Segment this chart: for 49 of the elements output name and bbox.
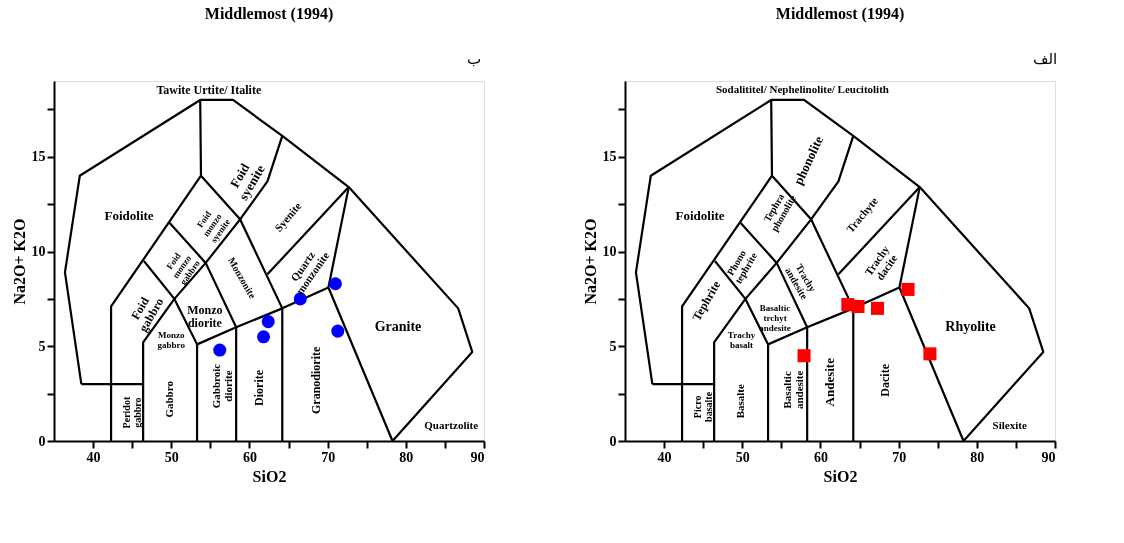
annotation: Gabbroic diorite bbox=[209, 363, 234, 409]
annotation: Picro basalte bbox=[691, 391, 714, 422]
annotation: Foidolite bbox=[675, 207, 725, 223]
x-tick-label: 70 bbox=[321, 449, 336, 465]
x-axis-title: SiO2 bbox=[252, 467, 287, 485]
y-tick-label: 10 bbox=[602, 244, 617, 260]
x-tick-label: 40 bbox=[657, 449, 672, 465]
x-tick-label: 90 bbox=[470, 449, 485, 465]
annotation: Tawite Urtite/ Italite bbox=[156, 83, 262, 98]
y-axis-title: Na2O+ K2O bbox=[10, 218, 28, 305]
x-tick-label: 80 bbox=[970, 449, 985, 465]
x-tick-label: 90 bbox=[1041, 449, 1056, 465]
y-tick-label: 5 bbox=[38, 338, 46, 354]
y-tick-label: 10 bbox=[31, 244, 46, 260]
x-tick-label: 50 bbox=[164, 449, 179, 465]
y-tick-label: 0 bbox=[609, 433, 617, 449]
x-tick-label: 50 bbox=[735, 449, 750, 465]
x-tick-label: 60 bbox=[813, 449, 828, 465]
annotation: Rhyolite bbox=[945, 319, 996, 335]
annotation: Monzo diorite bbox=[187, 303, 223, 331]
x-tick-label: 80 bbox=[399, 449, 414, 465]
annotation: Andesite bbox=[821, 357, 837, 407]
text: الف bbox=[1032, 50, 1058, 68]
annotation: Monzo gabbro bbox=[157, 329, 186, 350]
annotation: Granite bbox=[374, 319, 422, 335]
y-tick-label: 15 bbox=[602, 149, 617, 165]
chart-title: Middlemost (1994) bbox=[775, 5, 905, 23]
x-tick-label: 70 bbox=[892, 449, 907, 465]
chart-title: Middlemost (1994) bbox=[204, 5, 334, 23]
y-tick-label: 15 bbox=[31, 149, 46, 165]
annotation: Silexite bbox=[992, 418, 1027, 431]
y-axis-title: Na2O+ K2O bbox=[581, 218, 599, 305]
x-tick-label: 60 bbox=[242, 449, 257, 465]
annotation: Granodiorite bbox=[308, 346, 323, 415]
annotation: Dacite bbox=[878, 363, 893, 397]
annotation: Basaltic andesite bbox=[780, 370, 805, 410]
x-tick-label: 40 bbox=[86, 449, 101, 465]
y-tick-label: 0 bbox=[38, 433, 46, 449]
annotation: Foidolite bbox=[104, 207, 154, 223]
annotation: Peridot gabbro bbox=[120, 396, 143, 429]
annotation: Gabbro bbox=[162, 380, 175, 418]
text: ب bbox=[466, 50, 482, 68]
annotation: Sodalititel/ Nephelinolite/ Leucitolith bbox=[716, 83, 889, 96]
annotation: Quartzolite bbox=[424, 418, 479, 431]
annotation: Diorite bbox=[251, 369, 266, 406]
x-axis-title: SiO2 bbox=[823, 467, 858, 485]
annotation: Trachy basalt bbox=[727, 329, 756, 350]
y-tick-label: 5 bbox=[609, 338, 617, 354]
annotation: Basalte bbox=[733, 383, 746, 419]
